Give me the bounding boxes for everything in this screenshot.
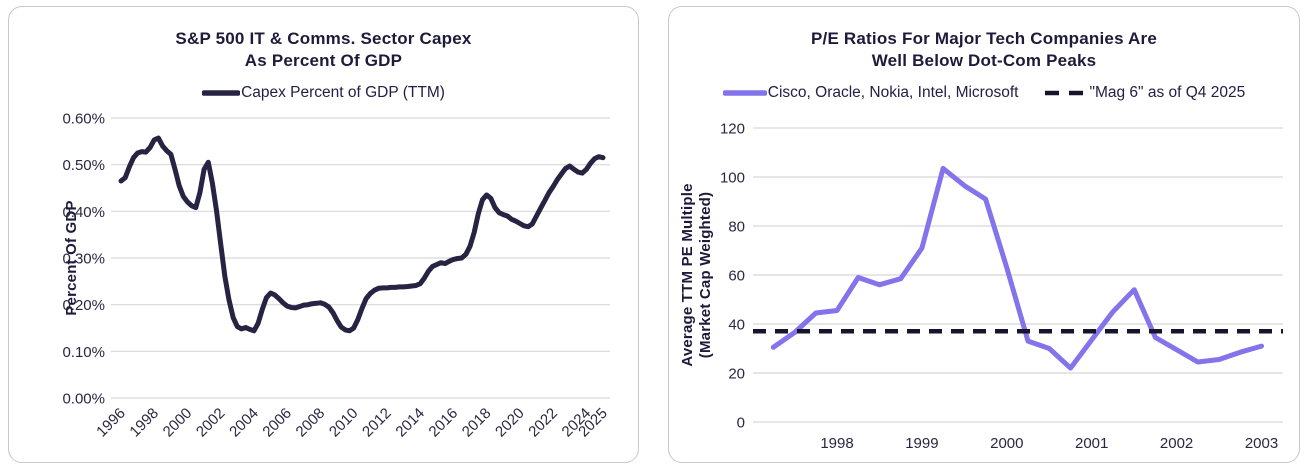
- gridlines: [753, 127, 1283, 423]
- capex-line-chart: 0.00% 0.10% 0.20% 0.30% 0.40% 0.50% 0.60% 19961…: [62, 110, 610, 441]
- x-tick-label: 2010: [326, 405, 362, 441]
- legend-item-tech-companies: Cisco, Oracle, Nokia, Intel, Microsoft: [722, 83, 1019, 102]
- y-tick-label: 0.60%: [62, 110, 105, 127]
- y-tick-label: 20: [728, 365, 745, 382]
- x-tick-label: 2003: [1245, 435, 1278, 452]
- y-tick-label: 40: [728, 316, 745, 333]
- y-tick-label: 0.20%: [62, 297, 105, 314]
- x-tick-label: 2020: [492, 405, 528, 441]
- x-tick-label: 2006: [259, 405, 295, 441]
- y-tick-label: 0.00%: [62, 390, 105, 407]
- y-tick-label: 80: [728, 218, 745, 235]
- pe-ratio-line-chart: 0 20 40 60 80 100 120 1998 1999 2000 2001 2002 2003 A…: [679, 120, 1283, 452]
- y-tick-label: 0.40%: [62, 204, 105, 221]
- legend-label-mag6: "Mag 6" as of Q4 2025: [1089, 83, 1246, 101]
- pe-chart-title-line2: Well Below Dot-Com Peaks: [871, 51, 1097, 71]
- pe-ratio-chart-card: P/E Ratios For Major Tech Companies Are W…: [668, 6, 1300, 463]
- capex-chart-card: S&P 500 IT & Comms. Sector Capex As Perce…: [8, 6, 639, 463]
- x-tick-label: 1996: [93, 405, 129, 441]
- legend-item-mag6: "Mag 6" as of Q4 2025: [1044, 84, 1245, 102]
- y-tick-label: 0.30%: [62, 250, 105, 267]
- dashed-line-swatch-icon: [1045, 90, 1089, 96]
- x-tick-label: 2002: [1160, 435, 1193, 452]
- pe-chart-title-line1: P/E Ratios For Major Tech Companies Are: [811, 29, 1157, 48]
- x-tick-label: 2022: [525, 405, 561, 441]
- x-tick-label: 2000: [160, 405, 196, 441]
- y-tick-label: 0: [737, 414, 745, 431]
- capex-chart-title-line1: S&P 500 IT & Comms. Sector Capex: [175, 29, 472, 48]
- capex-chart-title-line2: As Percent Of GDP: [244, 51, 403, 71]
- y-axis-title: Percent Of GDP: [63, 200, 80, 315]
- x-tick-label: 2002: [193, 405, 229, 441]
- x-tick-label: 1999: [905, 435, 938, 452]
- y-tick-label: 60: [728, 267, 745, 284]
- x-tick-label: 1998: [126, 405, 162, 441]
- legend-item-capex: Capex Percent of GDP (TTM): [202, 84, 445, 102]
- x-tick-label: 1998: [820, 435, 853, 452]
- solid-line-swatch-icon: [722, 90, 767, 96]
- pe-chart-title: P/E Ratios For Major Tech Companies Are W…: [675, 28, 1293, 73]
- legend-label-capex: Capex Percent of GDP (TTM): [241, 83, 445, 101]
- y-tick-label: 100: [720, 169, 745, 186]
- x-tick-label: 2016: [426, 405, 462, 441]
- x-tick-label: 2008: [293, 405, 329, 441]
- legend-label-tech-companies: Cisco, Oracle, Nokia, Intel, Microsoft: [767, 83, 1019, 101]
- y-axis-title: (Market Cap Weighted): [697, 192, 714, 358]
- gridlines: [111, 117, 610, 399]
- y-tick-label: 0.50%: [62, 157, 105, 174]
- pe-chart-legend: Cisco, Oracle, Nokia, Intel, Microsoft "…: [669, 82, 1299, 104]
- x-tick-label: 2012: [359, 405, 395, 441]
- y-axis-title: Average TTM PE Multiple: [679, 183, 696, 366]
- x-tick-label: 2000: [990, 435, 1023, 452]
- capex-chart-title: S&P 500 IT & Comms. Sector Capex As Perce…: [15, 28, 632, 73]
- series-line-0: [770, 165, 1264, 371]
- series-line-0: [118, 135, 606, 334]
- solid-line-swatch-icon: [202, 90, 241, 96]
- y-tick-label: 120: [720, 120, 745, 137]
- x-tick-label: 2001: [1075, 435, 1108, 452]
- x-tick-label: 2018: [459, 405, 495, 441]
- x-tick-label: 2014: [392, 405, 428, 441]
- x-tick-label: 2004: [226, 405, 262, 441]
- y-tick-label: 0.10%: [62, 344, 105, 361]
- capex-chart-legend: Capex Percent of GDP (TTM): [9, 82, 638, 104]
